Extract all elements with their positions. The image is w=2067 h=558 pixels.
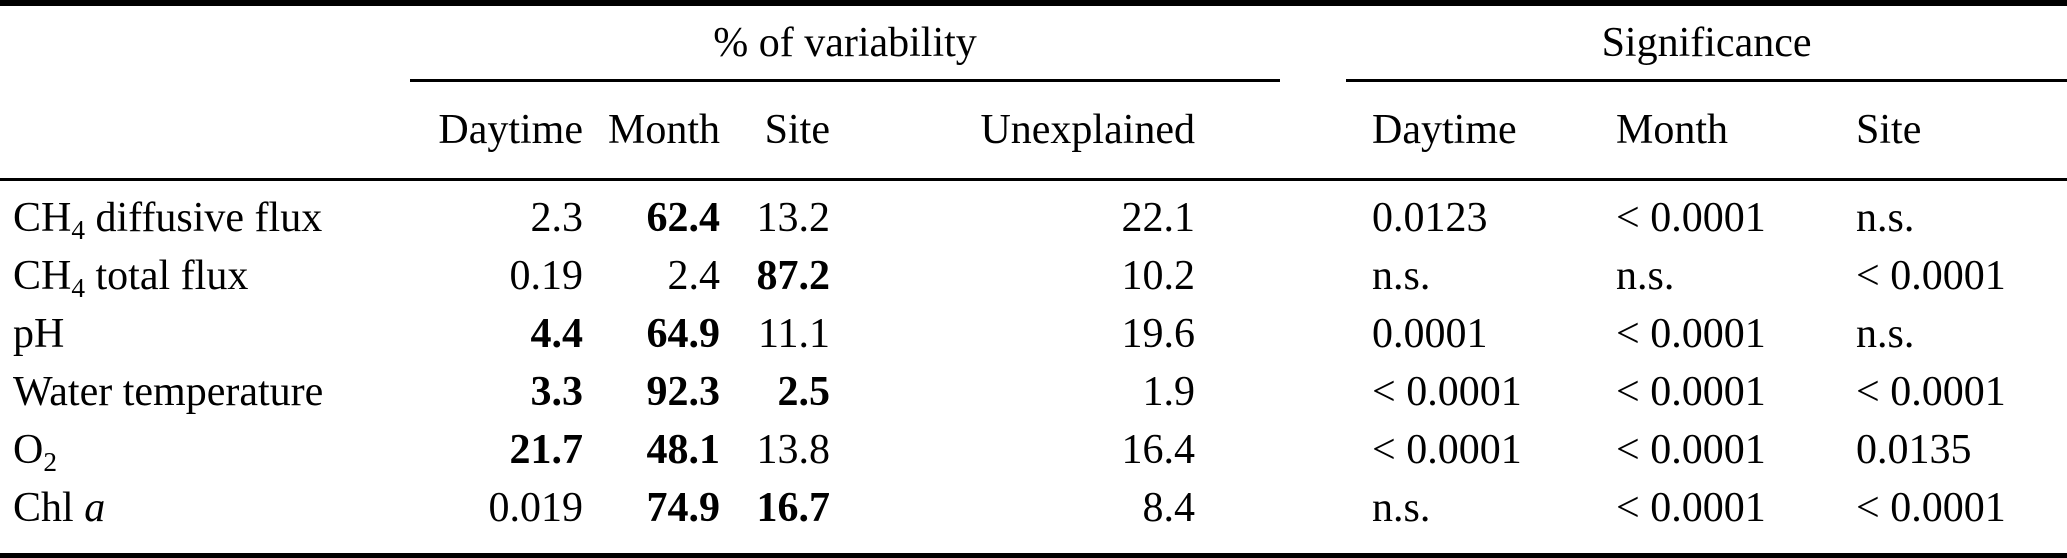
col-header-sig-site: Site <box>1830 80 2067 181</box>
label-text: total flux <box>85 253 249 299</box>
variability-value-cell: 62.4 <box>646 195 721 241</box>
row-label: O2 <box>0 421 410 479</box>
variability-value-cell: 13.8 <box>756 427 831 473</box>
variability-value-cell: 64.9 <box>646 311 721 357</box>
significance-value-cell: < 0.0001 <box>1856 369 2006 415</box>
variability-value-cell: 16.4 <box>1121 427 1196 473</box>
label-column-header <box>0 80 410 181</box>
table-row: CH4 total flux 0.19 2.4 87.2 10.2 n.s. n.s. < 0… <box>0 247 2067 305</box>
label-text: Water temperature <box>13 369 324 415</box>
row-label: Chl a <box>0 479 410 557</box>
row-label: CH4 diffusive flux <box>0 180 410 248</box>
subscript: 4 <box>71 272 86 303</box>
column-gap <box>1280 305 1346 363</box>
significance-value-cell: < 0.0001 <box>1372 427 1522 473</box>
col-header-var-site: Site <box>720 80 830 181</box>
column-gap <box>1280 247 1346 305</box>
column-gap <box>1280 180 1346 248</box>
label-text: CH <box>13 253 72 299</box>
variability-value-cell: 3.3 <box>530 369 584 415</box>
variability-value-cell: 13.2 <box>756 195 831 241</box>
subscript: 2 <box>43 446 57 477</box>
variability-value-cell: 48.1 <box>646 427 721 473</box>
significance-value-cell: 0.0123 <box>1372 195 1488 241</box>
significance-value-cell: < 0.0001 <box>1616 195 1766 241</box>
column-gap <box>1280 479 1346 557</box>
variability-value-cell: 8.4 <box>1142 485 1196 531</box>
significance-value-cell: n.s. <box>1856 195 1915 241</box>
variability-value-cell: 2.3 <box>530 195 584 241</box>
variability-value-cell: 0.19 <box>509 253 584 299</box>
label-text: Chl <box>13 485 85 531</box>
significance-value-cell: < 0.0001 <box>1616 311 1766 357</box>
significance-value-cell: n.s. <box>1372 485 1431 531</box>
group-header-row: % of variability Significance <box>0 3 2067 82</box>
col-header-var-daytime: Daytime <box>410 80 583 181</box>
variability-value-cell: 2.5 <box>777 369 831 415</box>
variability-value-cell: 16.7 <box>756 485 831 531</box>
row-label: Water temperature <box>0 363 410 421</box>
table-row: O2 21.7 48.1 13.8 16.4 < 0.0001 < 0.0001 0.0135 <box>0 421 2067 479</box>
significance-value-cell: < 0.0001 <box>1856 485 2006 531</box>
corner-blank-cell <box>0 3 410 81</box>
variability-value-cell: 74.9 <box>646 485 721 531</box>
label-text: pH <box>13 311 65 357</box>
subheader-row: Daytime Month Site Unexplained Daytime M… <box>0 80 2067 181</box>
label-text: O <box>13 427 44 473</box>
significance-value-cell: < 0.0001 <box>1616 485 1766 531</box>
col-header-sig-daytime: Daytime <box>1346 80 1591 181</box>
col-header-var-unexplained: Unexplained <box>830 80 1281 181</box>
variability-value-cell: 10.2 <box>1121 253 1196 299</box>
table-row: Chl a 0.019 74.9 16.7 8.4 n.s. < 0.0001 < 0.000… <box>0 479 2067 557</box>
significance-value-cell: 0.0135 <box>1856 427 1972 473</box>
significance-value-cell: n.s. <box>1372 253 1431 299</box>
significance-value-cell: n.s. <box>1856 311 1915 357</box>
significance-value-cell: < 0.0001 <box>1372 369 1522 415</box>
label-text: diffusive flux <box>85 195 323 241</box>
group-header-significance: Significance <box>1346 3 2067 82</box>
significance-value-cell: < 0.0001 <box>1616 369 1766 415</box>
variability-value-cell: 87.2 <box>756 253 831 299</box>
variability-value-cell: 92.3 <box>646 369 721 415</box>
variability-value-cell: 22.1 <box>1121 195 1196 241</box>
variability-value-cell: 11.1 <box>758 311 830 357</box>
variability-value-cell: 2.4 <box>667 253 721 299</box>
variability-value-cell: 4.4 <box>530 311 584 357</box>
col-header-var-month: Month <box>583 80 720 181</box>
table-body: CH4 diffusive flux 2.3 62.4 13.2 22.1 0.0123 <… <box>0 180 2067 557</box>
table-row: pH 4.4 64.9 11.1 19.6 0.0001 < 0.0001 n.s. <box>0 305 2067 363</box>
variability-value-cell: 1.9 <box>1142 369 1196 415</box>
significance-value-cell: < 0.0001 <box>1616 427 1766 473</box>
variability-value-cell: 19.6 <box>1121 311 1196 357</box>
column-gap <box>1280 363 1346 421</box>
subscript: 4 <box>71 214 86 245</box>
significance-value-cell: 0.0001 <box>1372 311 1488 357</box>
variability-value-cell: 0.019 <box>488 485 584 531</box>
col-header-sig-month: Month <box>1590 80 1831 181</box>
column-gap <box>1280 80 1347 181</box>
label-text: CH <box>13 195 72 241</box>
group-gap <box>1280 3 1346 81</box>
row-label: pH <box>0 305 410 363</box>
significance-value-cell: n.s. <box>1616 253 1675 299</box>
significance-value-cell: < 0.0001 <box>1856 253 2006 299</box>
italic-text: a <box>84 485 106 531</box>
table-row: Water temperature 3.3 92.3 2.5 1.9 < 0.0001 < … <box>0 363 2067 421</box>
variability-value-cell: 21.7 <box>509 427 584 473</box>
column-gap <box>1280 421 1346 479</box>
row-label: CH4 total flux <box>0 247 410 305</box>
table-row: CH4 diffusive flux 2.3 62.4 13.2 22.1 0.0123 <… <box>0 180 2067 248</box>
group-header-variability: % of variability <box>410 3 1281 82</box>
